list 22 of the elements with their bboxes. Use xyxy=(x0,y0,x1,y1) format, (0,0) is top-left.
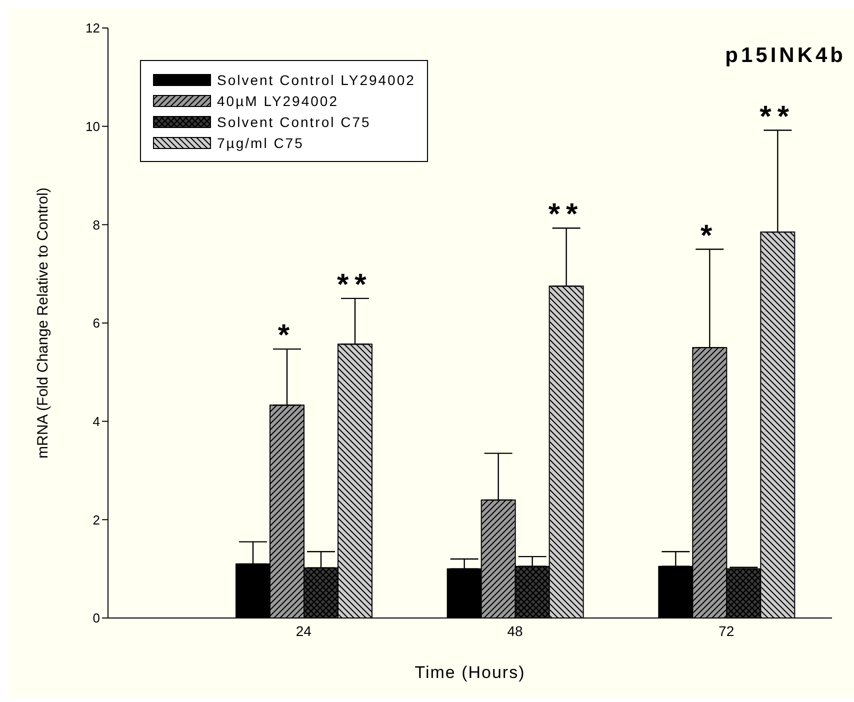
y-tick-label: 4 xyxy=(92,414,100,429)
y-tick-label: 8 xyxy=(92,217,100,232)
x-tick-label: 24 xyxy=(296,622,312,639)
annotation: ** xyxy=(336,268,372,302)
y-tick-label: 6 xyxy=(92,316,100,331)
x-tick-label: 48 xyxy=(507,622,523,639)
y-axis-title: mRNA (Fold Change Relative to Control) xyxy=(34,188,52,458)
legend-label: Solvent Control C75 xyxy=(217,114,371,130)
y-tick-label: 12 xyxy=(86,20,100,36)
annotation: ** xyxy=(760,100,796,134)
annotation: * xyxy=(700,219,718,252)
annotation: ** xyxy=(548,198,584,232)
x-axis-title: Time (Hours) xyxy=(414,663,526,682)
y-tick-label: 0 xyxy=(92,610,100,626)
y-tick-label: 10 xyxy=(86,118,100,134)
x-tick-label: 72 xyxy=(718,622,734,639)
y-tick-label: 2 xyxy=(92,512,100,528)
legend-label: 40µM LY294002 xyxy=(217,92,338,108)
annotation: * xyxy=(278,319,296,352)
legend-label: Solvent Control LY294002 xyxy=(217,72,416,88)
legend-label: 7µg/ml C75 xyxy=(217,134,304,150)
text: p15INK4b xyxy=(725,44,846,68)
